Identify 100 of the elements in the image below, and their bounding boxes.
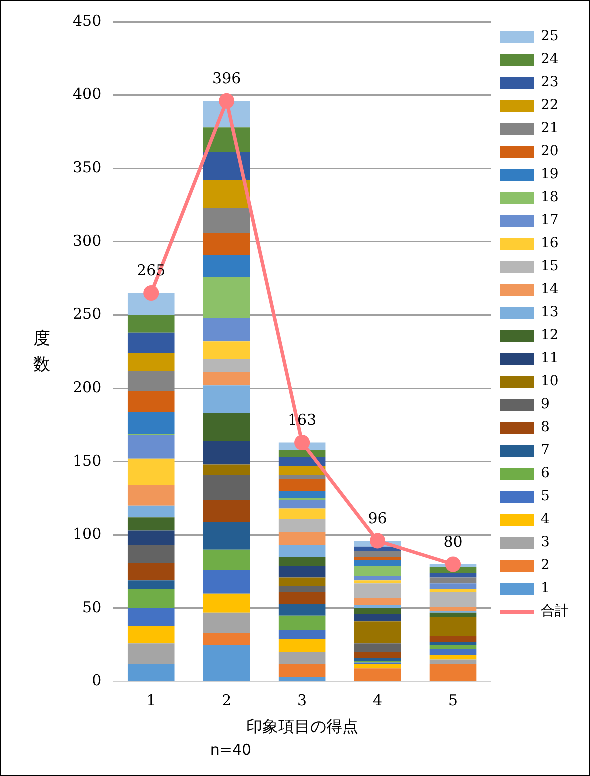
bar bbox=[203, 570, 250, 594]
legend-label: 17 bbox=[541, 212, 559, 229]
legend-label: 16 bbox=[541, 236, 559, 252]
bar bbox=[203, 372, 250, 386]
bar bbox=[203, 645, 250, 682]
bar bbox=[278, 545, 326, 558]
bar bbox=[203, 475, 250, 500]
bar bbox=[278, 475, 326, 480]
bar bbox=[278, 508, 326, 520]
legend-label: 15 bbox=[541, 258, 559, 275]
bar bbox=[128, 644, 175, 664]
y-tick-label: 350 bbox=[72, 158, 102, 177]
bar bbox=[128, 545, 175, 564]
bar bbox=[128, 518, 175, 531]
bar bbox=[278, 532, 326, 546]
legend-label: 22 bbox=[541, 98, 559, 114]
bar bbox=[354, 652, 402, 658]
y-tick-label: 400 bbox=[72, 85, 102, 104]
bar bbox=[430, 636, 477, 642]
bar bbox=[430, 645, 477, 650]
bar bbox=[203, 550, 250, 570]
bar bbox=[430, 589, 477, 592]
bar bbox=[128, 580, 175, 590]
bar bbox=[354, 644, 402, 652]
bar bbox=[128, 664, 175, 682]
y-tick-label: 250 bbox=[72, 305, 102, 324]
bar bbox=[354, 622, 402, 644]
legend-label: 23 bbox=[541, 74, 559, 91]
bar bbox=[128, 391, 175, 412]
bar bbox=[354, 566, 402, 576]
bar bbox=[354, 598, 402, 606]
bar bbox=[278, 578, 326, 586]
bar bbox=[203, 522, 250, 550]
legend-label: 13 bbox=[541, 304, 559, 321]
data-label: 396 bbox=[212, 70, 242, 88]
legend-label: 8 bbox=[541, 420, 550, 436]
legend-label: 18 bbox=[541, 190, 559, 206]
bar bbox=[278, 586, 326, 592]
bar bbox=[278, 630, 326, 640]
x-tick-label: 2 bbox=[222, 692, 232, 710]
bar bbox=[430, 584, 477, 590]
point bbox=[294, 435, 310, 451]
bar bbox=[354, 560, 402, 566]
point bbox=[446, 556, 462, 572]
bar bbox=[203, 233, 250, 256]
point bbox=[370, 533, 386, 549]
bar bbox=[203, 255, 250, 278]
bar bbox=[128, 435, 175, 459]
bar bbox=[278, 457, 326, 466]
y-axis-title: 度数 bbox=[32, 328, 52, 377]
data-label: 163 bbox=[288, 411, 317, 430]
bar bbox=[203, 180, 250, 208]
bar bbox=[278, 500, 326, 509]
bar bbox=[203, 342, 250, 360]
bar bbox=[354, 551, 402, 558]
legend-label: 11 bbox=[541, 350, 559, 367]
bar bbox=[354, 664, 402, 669]
bar bbox=[203, 594, 250, 613]
x-tick-label: 5 bbox=[448, 692, 458, 710]
legend-label: 7 bbox=[541, 442, 550, 459]
bar bbox=[128, 412, 175, 434]
text: n=40 bbox=[209, 741, 253, 759]
bar bbox=[278, 557, 326, 566]
bar bbox=[430, 617, 477, 636]
bar bbox=[203, 633, 250, 646]
bar bbox=[128, 370, 175, 392]
bar bbox=[354, 608, 402, 614]
legend-label: 20 bbox=[541, 144, 559, 160]
legend-label: 9 bbox=[541, 396, 550, 413]
data-label: 265 bbox=[137, 262, 166, 280]
bar bbox=[203, 413, 250, 442]
x-axis-title: 印象項目の得点 bbox=[246, 718, 358, 736]
legend-label: 1 bbox=[541, 580, 550, 597]
legend-label: 19 bbox=[541, 166, 559, 183]
bar bbox=[430, 655, 477, 660]
bar bbox=[430, 642, 477, 646]
bar bbox=[278, 664, 326, 678]
y-tick-label: 50 bbox=[82, 598, 102, 616]
bar bbox=[128, 530, 175, 546]
bar bbox=[354, 658, 402, 662]
y-tick-label: 450 bbox=[72, 12, 102, 30]
bar bbox=[128, 608, 175, 626]
legend-label: 6 bbox=[541, 466, 550, 482]
bar bbox=[128, 458, 175, 486]
y-tick-label: 300 bbox=[72, 232, 102, 250]
y-tick-label: 0 bbox=[92, 672, 102, 690]
legend-label: 25 bbox=[541, 28, 559, 45]
bar bbox=[354, 576, 402, 581]
bar bbox=[354, 557, 402, 560]
bar bbox=[128, 315, 175, 333]
bar bbox=[278, 519, 326, 532]
bar bbox=[203, 318, 250, 342]
bar bbox=[354, 614, 402, 622]
bar bbox=[203, 500, 250, 522]
x-tick-label: 4 bbox=[373, 692, 383, 710]
bar bbox=[430, 664, 477, 682]
legend-label: 14 bbox=[541, 282, 559, 298]
bar bbox=[354, 606, 402, 608]
bar bbox=[128, 353, 175, 371]
bar bbox=[430, 592, 477, 608]
